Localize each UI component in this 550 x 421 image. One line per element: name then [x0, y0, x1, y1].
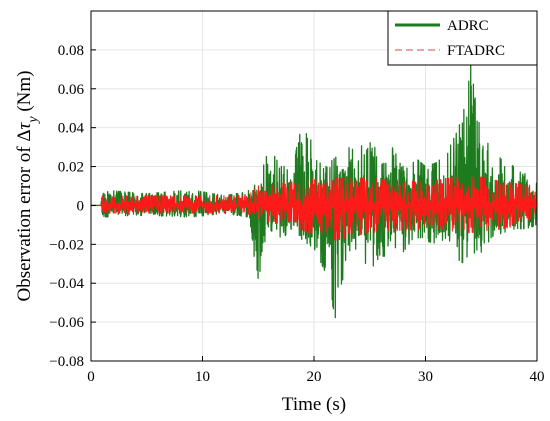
legend: ADRC FTADRC — [387, 10, 538, 66]
y-tick-label: −0.08 — [49, 354, 84, 370]
y-axis-title: Observation error of Δτy (Nm) — [14, 70, 41, 301]
ticks: 0 10 20 30 40 −0.08 −0.06 −0.04 −0.02 0 0.02 0.04 0.… — [49, 43, 544, 385]
y-axis-title-suffix: (Nm) — [14, 70, 35, 116]
x-tick-label: 40 — [530, 369, 545, 385]
y-axis-title-prefix: Observation error of Δ — [14, 129, 35, 301]
y-axis-title-symbol: τ — [14, 121, 35, 129]
x-tick-label: 20 — [307, 369, 322, 385]
y-tick-label: 0.04 — [58, 121, 85, 137]
series-line-ftadrc — [91, 175, 537, 241]
series-layer — [91, 65, 537, 319]
x-tick-label: 0 — [87, 369, 95, 385]
y-tick-label: 0.02 — [58, 160, 84, 176]
legend-label-ftadrc: FTADRC — [447, 43, 505, 59]
y-tick-label: 0.06 — [58, 82, 85, 98]
y-tick-label: 0.08 — [58, 43, 84, 59]
x-tick-label: 30 — [418, 369, 433, 385]
y-tick-label: −0.02 — [49, 237, 84, 253]
x-axis-title: Time (s) — [282, 394, 346, 415]
legend-label-adrc: ADRC — [447, 18, 489, 34]
y-tick-label: −0.06 — [49, 315, 84, 331]
x-tick-label: 10 — [195, 369, 210, 385]
legend-box — [387, 10, 538, 66]
y-axis-title-subscript: y — [26, 116, 41, 125]
y-tick-label: 0 — [77, 198, 85, 214]
y-tick-label: −0.04 — [49, 276, 84, 292]
